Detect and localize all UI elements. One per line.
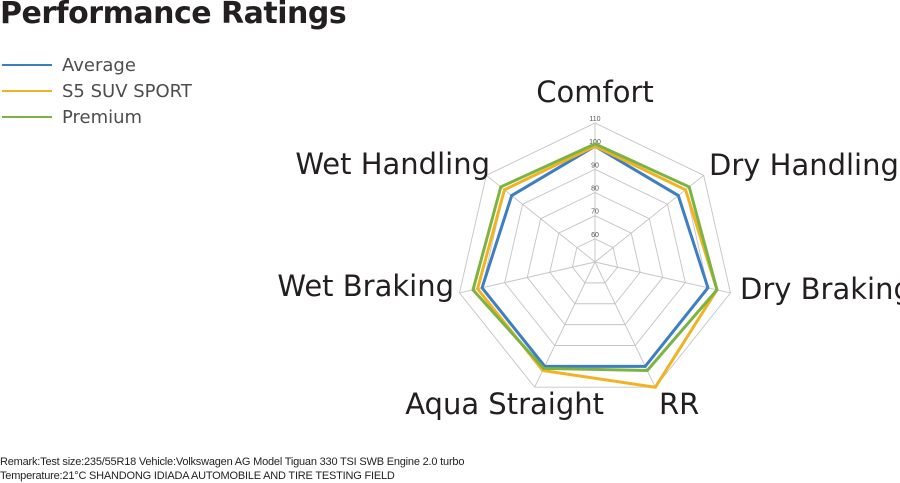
axis-label-dry-braking: Dry Braking [740,272,900,306]
series-premium [471,142,719,373]
axis-label-comfort: Comfort [536,75,654,109]
tick-label-70: 70 [591,209,599,216]
series-average [480,144,710,368]
legend-item-s5-suv-sport: S5 SUV SPORT [2,78,192,104]
tick-label-90: 90 [591,162,599,169]
chart-title: Performance Ratings [0,0,347,31]
legend-label-s5-suv-sport: S5 SUV SPORT [62,80,192,102]
grid-ring-70 [549,215,641,305]
legend-swatch-average [2,63,52,67]
remark-line-test-size: Remark:Test size:235/55R18 Vehicle:Volks… [0,456,465,468]
remark: Remark:Test size:235/55R18 Vehicle:Volks… [0,455,464,483]
tick-label-80: 80 [591,186,599,193]
grid-ring-110 [458,122,732,388]
legend-swatch-s5-suv-sport [2,89,52,93]
axis-label-aqua-straight: Aqua Straight [405,387,604,421]
grid-ring-60 [571,238,619,284]
grid-ring-80 [526,192,664,326]
legend: Average S5 SUV SPORT Premium [2,52,192,130]
axis-label-wet-braking: Wet Braking [277,269,454,303]
tick-label-110: 110 [589,116,600,123]
axis-label-rr: RR [659,387,699,421]
axis-label-wet-handling: Wet Handling [295,147,490,181]
legend-label-premium: Premium [62,106,143,128]
grid-spoke-dry-handling [594,174,704,263]
legend-item-average: Average [2,52,192,78]
series-s5-suv-sport [475,144,719,389]
legend-label-average: Average [62,54,136,76]
grid-spoke-wet-handling [486,174,596,263]
tick-label-60: 60 [591,232,599,239]
legend-swatch-premium [2,115,52,119]
remark-line-temperature: Temperature:21°C SHANDONG IDIADA AUTOMOB… [0,470,395,482]
axis-label-dry-handling: Dry Handling [709,148,899,182]
legend-item-premium: Premium [2,104,192,130]
grid-ring-90 [504,168,686,346]
